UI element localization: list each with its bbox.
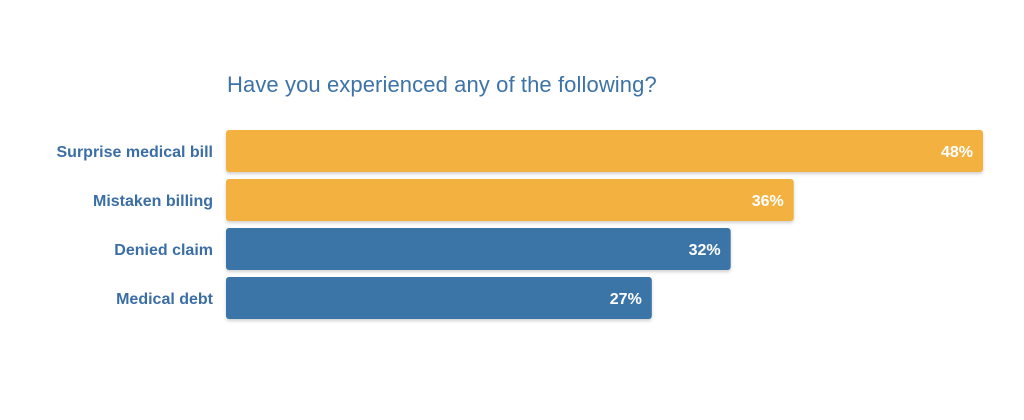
bar-surprise-medical-bill [226, 130, 983, 172]
value-label: 27% [610, 291, 642, 308]
category-label: Mistaken billing [93, 193, 213, 210]
chart-title: Have you experienced any of the followin… [227, 72, 657, 97]
bar-denied-claim [226, 228, 731, 270]
category-label: Medical debt [116, 291, 214, 308]
value-label: 48% [941, 144, 973, 161]
bar-medical-debt [226, 277, 652, 319]
bar-mistaken-billing [226, 179, 794, 221]
value-label: 36% [752, 193, 784, 210]
value-label: 32% [689, 242, 721, 259]
category-label: Surprise medical bill [57, 144, 214, 161]
category-label: Denied claim [114, 242, 213, 259]
